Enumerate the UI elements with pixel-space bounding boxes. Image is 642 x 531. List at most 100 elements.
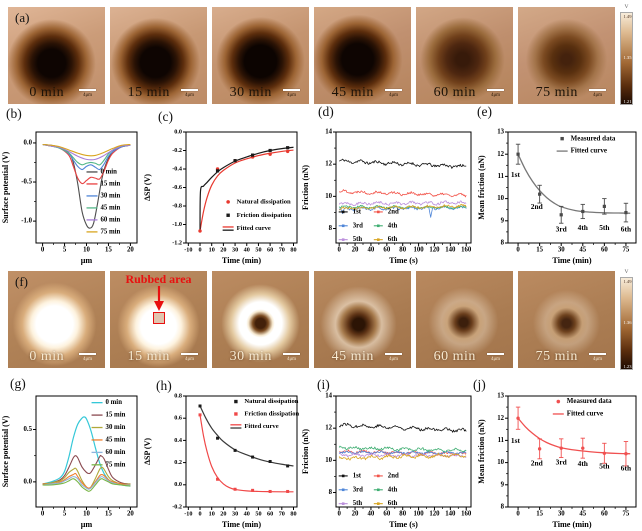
scale-bar xyxy=(181,88,198,91)
scale-bar-label: 4μm xyxy=(388,357,399,362)
svg-text:Time (min): Time (min) xyxy=(222,520,261,529)
scale-bar xyxy=(79,352,96,355)
time-label: 0 min xyxy=(29,349,65,364)
svg-text:5: 5 xyxy=(63,511,67,518)
svg-text:-10: -10 xyxy=(184,247,192,254)
svg-text:75 min: 75 min xyxy=(106,461,126,468)
colorbar-f: 1.49 1.36 1.23 xyxy=(620,277,633,370)
afm-image-f-75min: 75 min 4μm xyxy=(518,271,615,368)
chart-dsp-decay-c: -10 0 10 20 30 40 50 60 70 80 0.0 -0.2 -0.4 -0.6 -0.8 -… xyxy=(142,114,300,266)
scale-bar-label: 4μm xyxy=(490,357,501,362)
svg-text:15 min: 15 min xyxy=(106,412,126,419)
svg-text:0.4: 0.4 xyxy=(174,437,182,444)
svg-text:40: 40 xyxy=(244,247,250,254)
panel-letter-g: (g) xyxy=(10,376,26,391)
svg-text:3rd: 3rd xyxy=(556,224,568,233)
svg-text:20: 20 xyxy=(127,511,134,518)
svg-text:Measured data: Measured data xyxy=(571,134,616,142)
svg-text:45: 45 xyxy=(579,511,586,518)
svg-text:80: 80 xyxy=(290,511,296,518)
afm-image-f-45min: 45 min 4μm xyxy=(314,271,411,368)
chart-friction-traces-i: 0 20 40 60 80 100 120 140 160 8 10 12 14 Time (s) Fric… xyxy=(300,378,476,530)
svg-text:8: 8 xyxy=(329,489,333,496)
svg-text:140: 140 xyxy=(445,511,456,518)
svg-text:Friction (nN): Friction (nN) xyxy=(301,165,310,210)
svg-text:12: 12 xyxy=(325,425,332,432)
svg-text:-0.8: -0.8 xyxy=(172,202,182,209)
scale-bar-label: 4μm xyxy=(82,357,93,362)
chart-svg-h: -10 0 10 20 30 40 50 60 70 80 -0.2 0.0 0.2 0.4 0.6 0.8 T… xyxy=(143,392,300,529)
colorbar-tick-top: 1.49 xyxy=(623,13,632,19)
svg-text:Mean friction (nN): Mean friction (nN) xyxy=(477,419,486,484)
svg-text:12: 12 xyxy=(497,151,504,158)
svg-text:80: 80 xyxy=(290,247,296,254)
svg-text:0: 0 xyxy=(337,247,341,254)
afm-image-f-30min: 30 min 4μm xyxy=(212,271,309,368)
svg-text:40: 40 xyxy=(368,511,375,518)
svg-text:2nd: 2nd xyxy=(388,472,399,479)
svg-text:Friction (nN): Friction (nN) xyxy=(301,429,310,474)
svg-text:1st: 1st xyxy=(511,436,521,445)
afm-image-f-15min: Rubbed area 15 min 4μm xyxy=(110,271,207,368)
svg-text:5th: 5th xyxy=(599,223,609,232)
svg-text:60: 60 xyxy=(267,511,273,518)
svg-text:20: 20 xyxy=(220,247,226,254)
svg-text:15 min: 15 min xyxy=(101,181,121,188)
svg-text:100: 100 xyxy=(413,247,424,254)
scale-bar xyxy=(385,352,402,355)
svg-text:10: 10 xyxy=(325,193,332,200)
svg-text:140: 140 xyxy=(445,247,456,254)
svg-text:10: 10 xyxy=(497,195,504,202)
svg-text:120: 120 xyxy=(429,511,440,518)
svg-text:0: 0 xyxy=(198,247,201,254)
chart-svg-d: 0 20 40 60 80 100 120 140 160 8 10 12 14 Time (s) Fric… xyxy=(301,129,472,265)
svg-text:160: 160 xyxy=(461,247,472,254)
svg-text:60: 60 xyxy=(383,511,390,518)
svg-text:0 min: 0 min xyxy=(101,169,118,176)
svg-text:Mean friction (nN): Mean friction (nN) xyxy=(477,155,486,220)
svg-text:Measured data: Measured data xyxy=(567,397,612,405)
panel-letter-b: (b) xyxy=(6,106,22,121)
svg-text:-0.2: -0.2 xyxy=(172,147,182,154)
afm-image-a-45min: 45 min 4μm xyxy=(314,7,411,104)
svg-text:75: 75 xyxy=(623,511,630,518)
afm-image-f-60min: 60 min 4μm xyxy=(416,271,513,368)
svg-text:Time (s): Time (s) xyxy=(389,256,418,265)
svg-text:Natural dissipation: Natural dissipation xyxy=(237,198,291,205)
svg-text:70: 70 xyxy=(279,511,285,518)
afm-image-f-0min: (f) 0 min 4μm xyxy=(8,271,105,368)
svg-text:5th: 5th xyxy=(599,462,609,471)
chart-surface-potential-g: 0 5 10 15 20 0.0 0.5 μm Surface potential (V) 0 m… xyxy=(0,378,142,530)
scale-bar-label: 4μm xyxy=(388,93,399,98)
chart-svg-b: 0 5 10 15 20 0.0 -0.5 -1.0 μm Surface potential (… xyxy=(1,131,138,265)
time-label: 60 min xyxy=(433,85,476,100)
rubbed-area-arrow-icon xyxy=(154,286,164,311)
svg-text:0: 0 xyxy=(41,511,45,518)
svg-text:5: 5 xyxy=(63,247,67,254)
svg-text:9: 9 xyxy=(501,481,505,488)
svg-text:1st: 1st xyxy=(353,472,362,479)
svg-text:120: 120 xyxy=(429,247,440,254)
svg-text:30: 30 xyxy=(558,247,565,254)
svg-text:μm: μm xyxy=(81,520,93,529)
chart-mean-friction-j: 0 15 30 45 60 75 8 9 10 11 12 13 Time (min) Mean fric… xyxy=(476,378,642,530)
svg-text:13: 13 xyxy=(497,393,504,400)
time-label: 75 min xyxy=(535,85,578,100)
svg-text:8: 8 xyxy=(501,240,505,247)
panel-letter-c: (c) xyxy=(158,109,173,124)
colorbar-tick-mid: 1.36 xyxy=(623,320,632,325)
svg-text:6th: 6th xyxy=(621,464,631,473)
svg-text:Time (min): Time (min) xyxy=(222,256,261,265)
svg-text:-0.4: -0.4 xyxy=(172,165,182,172)
svg-text:Fitted curve: Fitted curve xyxy=(237,225,271,232)
svg-text:0.0: 0.0 xyxy=(174,128,182,135)
chart-mean-friction-e: 0 15 30 45 60 75 8 9 10 11 12 13 Time (min) Mean fric… xyxy=(476,114,642,266)
svg-text:14: 14 xyxy=(325,129,332,136)
svg-text:5th: 5th xyxy=(353,500,363,507)
scale-bar xyxy=(283,88,300,91)
afm-image-a-75min: 75 min 4μm xyxy=(518,7,615,104)
scale-bar xyxy=(487,352,504,355)
svg-text:0: 0 xyxy=(41,247,45,254)
svg-text:60: 60 xyxy=(601,247,608,254)
panel-letter-d: (d) xyxy=(318,104,334,119)
